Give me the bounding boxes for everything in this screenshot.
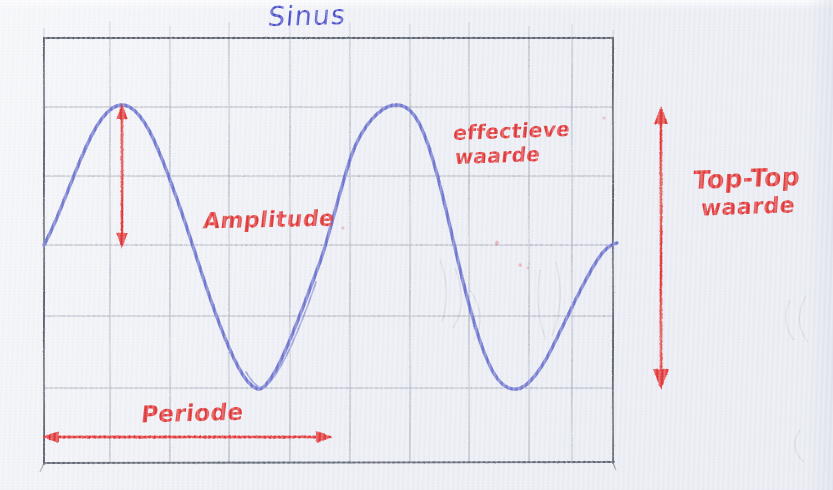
sine-curve-correction-stroke (245, 281, 317, 389)
amplitude-arrow (116, 103, 128, 249)
toptop-arrow (653, 106, 669, 390)
toptop-waarde-label-line1: Top-Top (692, 162, 802, 195)
axis-frame (43, 37, 615, 465)
amplitude-label: Amplitude (201, 206, 336, 235)
bleed-through-marks (439, 259, 809, 463)
effectieve-waarde-label: effectieve waarde (450, 116, 572, 170)
frame-overshoot-ticks (39, 462, 617, 473)
chart-title: Sinus (266, 0, 348, 34)
toptop-waarde-label-line2: waarde (700, 193, 796, 222)
grid-lines (44, 38, 613, 463)
paper-top-shading (0, 0, 833, 10)
effectieve-waarde-label-line1: effectieve (452, 116, 572, 146)
sine-curve-ghost-stroke-left (43, 137, 91, 248)
paper-right-shading (807, 0, 833, 490)
periode-label: Periode (139, 399, 245, 429)
red-ink-specks (341, 116, 606, 270)
effectieve-waarde-label-line2: waarde (453, 142, 542, 170)
toptop-waarde-label: Top-Top waarde (690, 162, 802, 223)
grid-lines-above-frame (43, 22, 614, 38)
periode-arrow (42, 431, 333, 443)
